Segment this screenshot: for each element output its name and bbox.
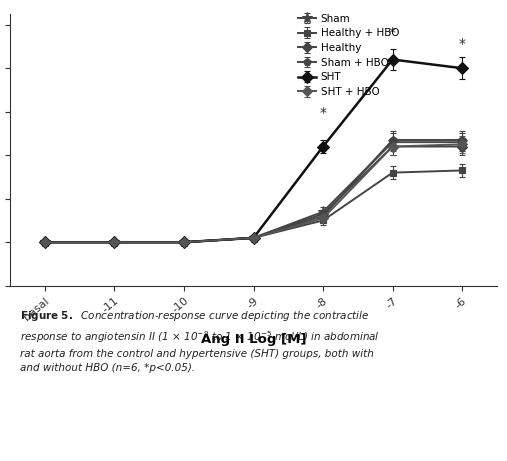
Text: *: * [459,37,465,51]
Text: $\bf{Figure\ 5.}$  Concentration-response curve depicting the contractile
respon: $\bf{Figure\ 5.}$ Concentration-response… [20,309,380,372]
Text: *: * [389,26,396,40]
X-axis label: Ang II Log [M]: Ang II Log [M] [201,333,306,346]
Legend: Sham, Healthy + HBO, Healthy, Sham + HBO, SHT, SHT + HBO: Sham, Healthy + HBO, Healthy, Sham + HBO… [298,14,399,97]
Text: *: * [319,106,327,120]
